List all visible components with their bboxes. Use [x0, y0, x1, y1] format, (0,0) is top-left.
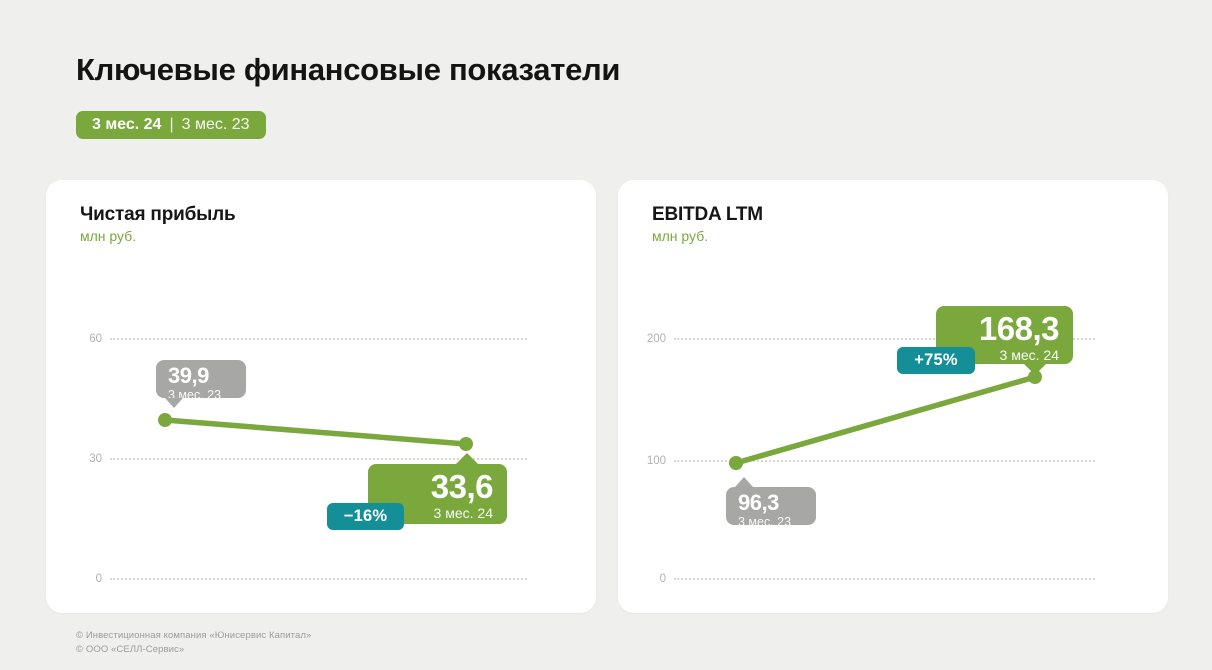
period-previous: 3 мес. 23	[181, 116, 250, 133]
value-label: 33,6	[430, 468, 494, 505]
gridline-dots	[674, 578, 1095, 580]
value-callout-prev-year: 39,9 3 мес. 23	[156, 360, 246, 408]
chart-unit-label: млн руб.	[80, 228, 137, 244]
period-current: 3 мес. 24	[92, 116, 162, 133]
trend-line-net-profit	[158, 413, 473, 451]
page-title: Ключевые финансовые показатели	[76, 52, 621, 87]
gridline-dots	[110, 458, 527, 460]
trend-line-ebitda	[729, 370, 1042, 470]
ytick-label: 60	[89, 333, 102, 345]
footer: © Инвестиционная компания «Юнисервис Кап…	[76, 629, 311, 657]
chart-title: EBITDA LTM	[652, 204, 763, 225]
period-label: 3 мес. 24	[433, 504, 493, 521]
chart-title: Чистая прибыль	[80, 204, 236, 225]
net-profit-card: Чистая прибыль млн руб. 60 30 0 39,9 3 м…	[46, 180, 596, 613]
footer-line-2: © ООО «СЕЛЛ-Сервис»	[76, 644, 185, 655]
gridline-dots	[110, 578, 527, 580]
ytick-label: 0	[659, 573, 666, 585]
value-label: 39,9	[168, 363, 209, 388]
change-badge: +75%	[897, 347, 975, 374]
ytick-label: 0	[95, 573, 102, 585]
period-badge: 3 мес. 24 | 3 мес. 23	[76, 111, 266, 139]
ytick-label: 30	[89, 453, 102, 465]
period-label: 3 мес. 24	[999, 346, 1059, 363]
ytick-label: 100	[646, 455, 666, 467]
gridline-dots	[674, 338, 1095, 340]
footer-line-1: © Инвестиционная компания «Юнисервис Кап…	[76, 630, 312, 641]
value-label: 96,3	[738, 490, 779, 515]
period-separator: |	[169, 116, 174, 133]
value-callout-prev-year: 96,3 3 мес. 23	[726, 477, 816, 529]
gridline-dots	[110, 338, 527, 340]
change-badge: −16%	[327, 503, 404, 530]
period-label: 3 мес. 23	[738, 514, 792, 529]
ytick-label: 200	[646, 333, 666, 345]
ebitda-card: EBITDA LTM млн руб. 200 100 0 96,3 3 мес…	[618, 180, 1168, 613]
gridline-dots	[674, 460, 1095, 462]
period-label: 3 мес. 23	[168, 387, 222, 402]
chart-unit-label: млн руб.	[652, 228, 709, 244]
value-label: 168,3	[978, 310, 1060, 347]
